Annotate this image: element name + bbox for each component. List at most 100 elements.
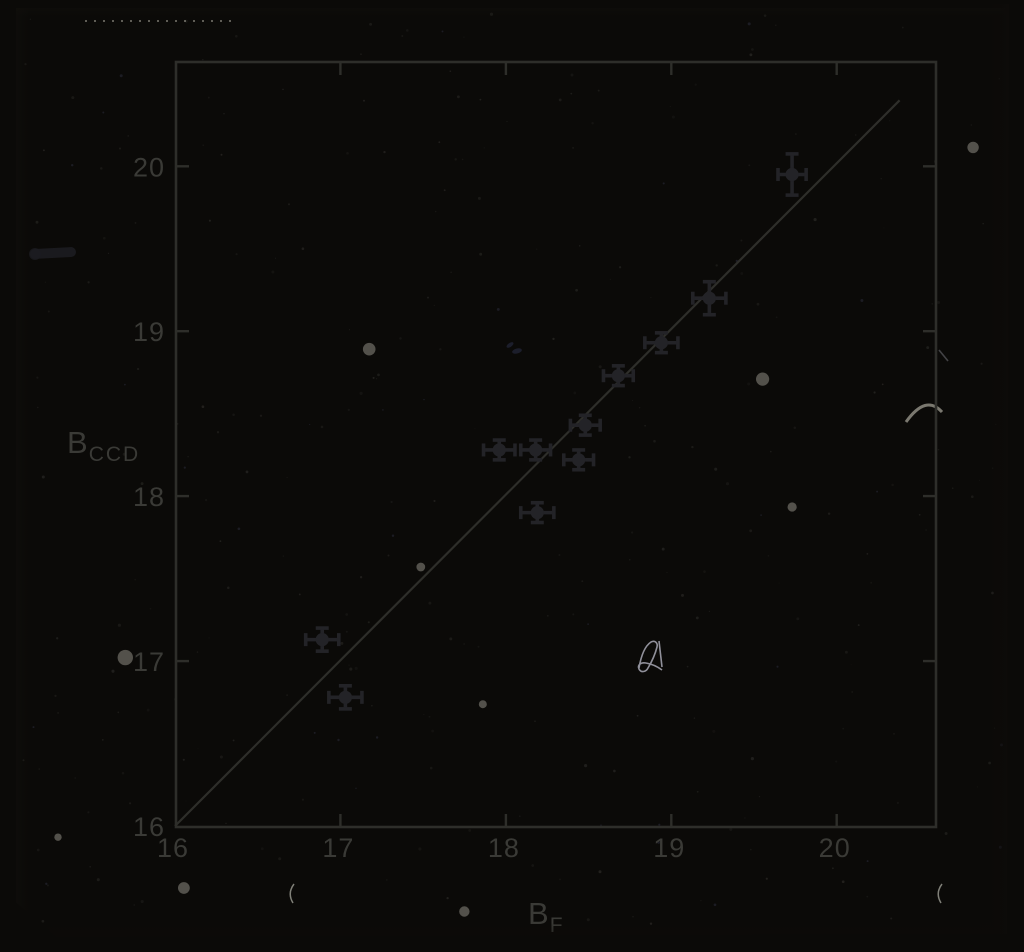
speck (998, 78, 1000, 80)
data-point (776, 152, 808, 197)
speck (998, 845, 1002, 849)
speck (636, 714, 639, 717)
speck (496, 307, 500, 311)
speck (860, 298, 864, 303)
pencil-squiggle-artifact (637, 640, 663, 673)
speck (36, 848, 40, 852)
speck (347, 408, 350, 412)
speck (87, 811, 90, 814)
speck (454, 158, 457, 161)
speck (925, 529, 927, 531)
speck (775, 24, 777, 27)
speck (428, 715, 431, 718)
data-point (481, 438, 517, 462)
data-point (601, 364, 636, 388)
speck (278, 857, 282, 861)
paper-stain (478, 700, 487, 709)
speck (36, 376, 39, 379)
faint-arc-artifact (904, 403, 944, 423)
speck (694, 83, 697, 86)
speck (121, 771, 125, 775)
speck (185, 800, 187, 802)
speck (855, 134, 857, 136)
speck (232, 739, 235, 742)
speck (649, 922, 653, 925)
speck (748, 164, 751, 167)
speck (202, 58, 204, 61)
speck (891, 483, 894, 487)
speck (376, 378, 378, 380)
speck (795, 133, 797, 135)
speck (259, 414, 263, 417)
speck (354, 666, 358, 670)
speck (796, 617, 800, 621)
speck (428, 601, 432, 605)
speck (686, 665, 689, 668)
speck (140, 899, 144, 904)
speck (749, 53, 753, 57)
x-tick-label: 16 (157, 833, 189, 863)
speck (713, 903, 717, 907)
speck (41, 919, 45, 923)
speck (993, 727, 996, 729)
speck (202, 144, 205, 147)
speck (896, 801, 899, 804)
speck (24, 62, 27, 66)
speck (427, 296, 429, 299)
x-tick-label: 17 (322, 833, 354, 863)
speck (102, 111, 105, 114)
data-point-marker (702, 291, 716, 305)
speck (776, 665, 779, 668)
speck (598, 365, 602, 369)
speck (477, 196, 481, 200)
speck (531, 864, 535, 867)
speck (129, 802, 132, 805)
scratch-artifact (938, 349, 949, 362)
speck (29, 18, 32, 20)
speck (813, 218, 817, 222)
speck (632, 915, 634, 918)
speck (47, 310, 50, 313)
speck (695, 616, 699, 620)
speck (96, 878, 100, 882)
data-point-marker (530, 506, 544, 520)
speck (708, 610, 711, 613)
speck (41, 475, 45, 479)
speck (842, 727, 845, 730)
speck (301, 247, 305, 250)
speck (758, 795, 761, 798)
speck (216, 431, 220, 434)
data-point-marker (785, 167, 799, 182)
speck (584, 764, 588, 768)
speck (298, 593, 301, 596)
speck (363, 99, 365, 102)
speck (600, 824, 602, 826)
speck (980, 362, 983, 365)
speck (931, 303, 933, 305)
speck (232, 413, 235, 417)
speck (750, 848, 752, 851)
speck (474, 428, 476, 430)
speck (883, 227, 885, 229)
speck (133, 904, 135, 906)
speck (691, 445, 694, 449)
speck (124, 383, 126, 386)
speck (463, 643, 465, 645)
speck (725, 482, 730, 486)
speck (74, 777, 77, 779)
speck (988, 761, 991, 765)
speck (42, 149, 45, 152)
speck (558, 98, 562, 102)
speck (703, 570, 706, 573)
speck (136, 367, 140, 371)
data-point-marker (529, 443, 543, 457)
speck (219, 755, 223, 759)
speck (56, 637, 59, 640)
speck (778, 582, 780, 584)
speck (111, 669, 115, 673)
speck (760, 514, 762, 516)
speck (223, 112, 225, 115)
speck (477, 645, 480, 648)
